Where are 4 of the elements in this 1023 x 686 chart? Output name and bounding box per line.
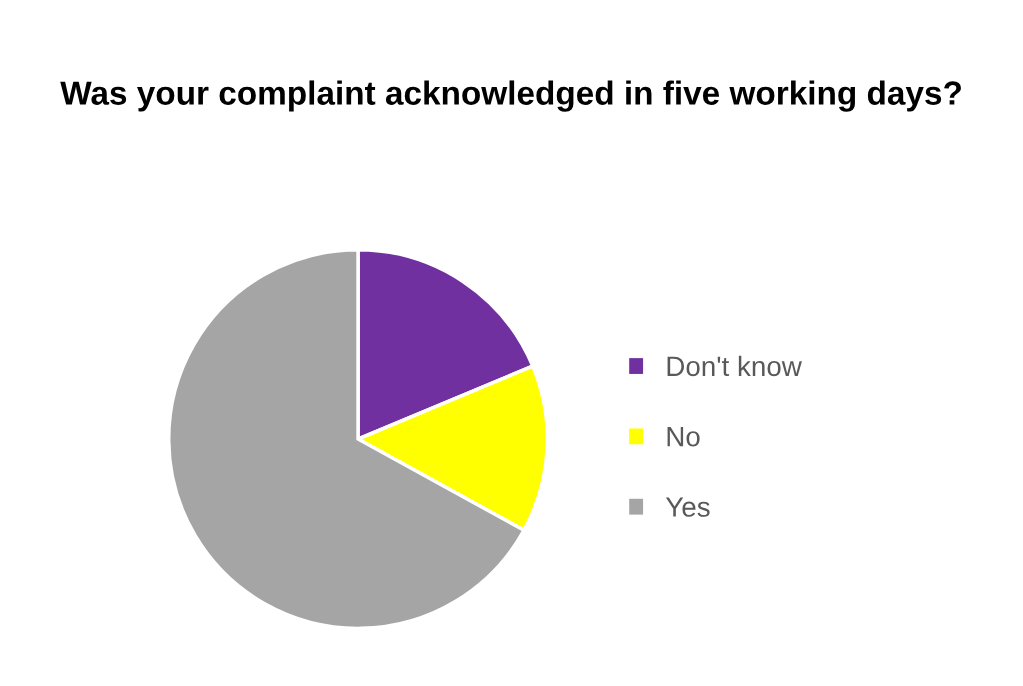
legend-label: Yes [665,497,710,517]
legend-label: No [667,427,700,447]
chart-title: Was your complaint acknowledged in five working days? [60,80,961,112]
legend-label: Don't know [667,355,802,377]
